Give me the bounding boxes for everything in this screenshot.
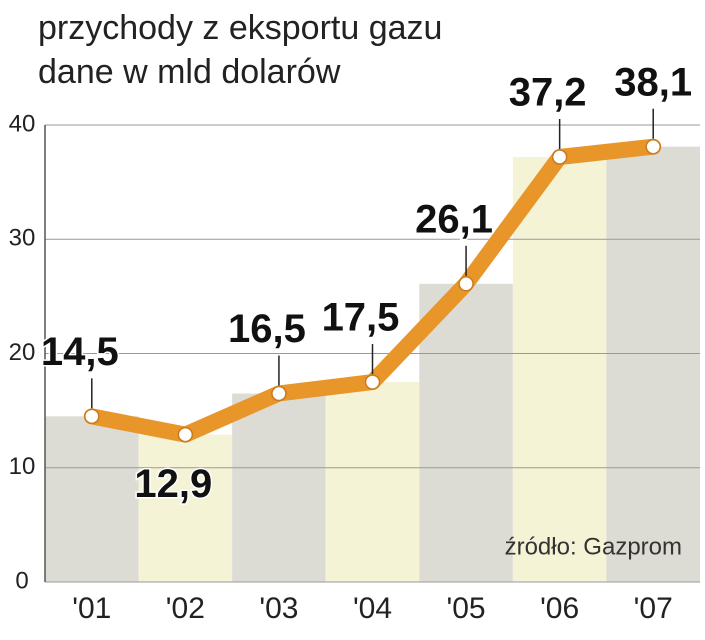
x-tick-label: '01 [72,592,111,625]
point [645,138,661,155]
chart-subtitle: dane w mld dolarów [38,53,341,91]
column [232,393,326,582]
chart-title: przychody z eksportu gazu [38,9,442,47]
x-tick-label: '07 [634,592,673,625]
value-label: 12,9 [134,462,212,506]
y-tick-label: 10 [9,453,36,480]
y-tick-label: 40 [9,110,36,137]
x-tick-label: '02 [166,592,205,625]
column [419,283,513,582]
point [84,408,100,425]
column [45,416,139,582]
point [271,385,287,402]
x-tick-label: '05 [447,592,486,625]
point [177,426,194,443]
column [512,156,607,583]
source: źródło: Gazprom [505,533,682,560]
x-tick-label: '06 [540,592,579,625]
value-label: 16,5 [228,307,306,351]
value-label: 37,2 [509,71,587,115]
column [325,382,420,582]
y-tick-label: 0 [15,567,28,594]
value-label: 17,5 [322,296,400,340]
y-tick-label: 30 [9,225,36,252]
point [551,149,568,165]
value-label: 14,5 [41,330,119,374]
column [606,146,700,582]
value-label: 26,1 [415,197,493,241]
x-tick-label: '03 [259,592,298,625]
point [364,374,381,390]
value-label: 38,1 [614,60,692,104]
x-tick-label: '04 [353,592,392,625]
column [138,434,233,582]
point [458,276,474,292]
y-tick-label: 20 [9,339,36,366]
